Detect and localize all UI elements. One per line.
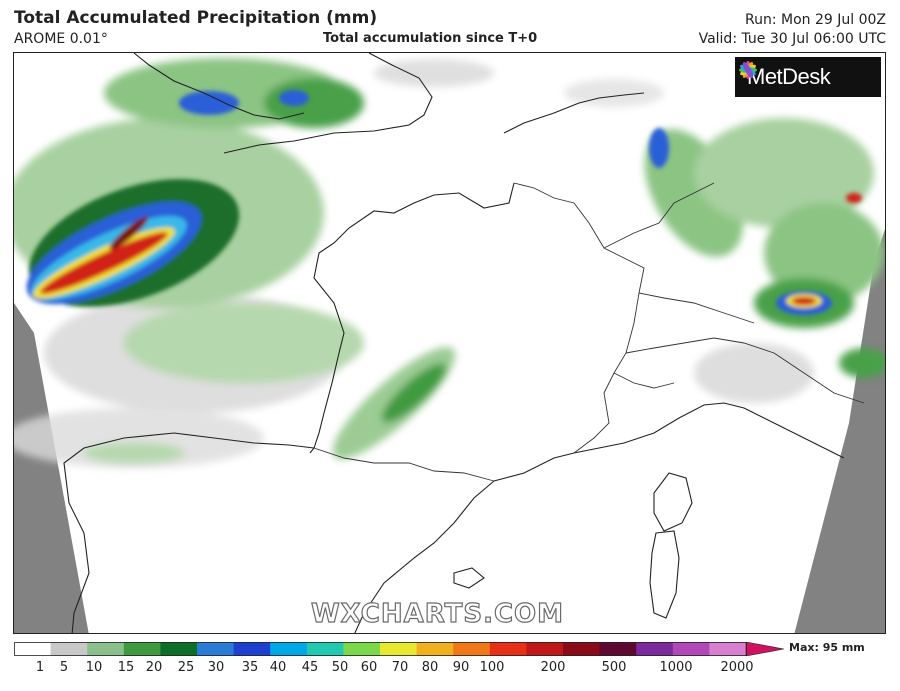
no-data-area-west: [14, 53, 89, 633]
colorbar-cell: [343, 642, 381, 656]
chart-header: Total Accumulated Precipitation (mm) ARO…: [0, 0, 900, 52]
model-label: AROME 0.01°: [14, 31, 108, 47]
colorbar-overflow-arrow: [745, 642, 784, 656]
legend-tick-label: 1000: [659, 660, 693, 675]
colorbar-cell: [453, 642, 491, 656]
valid-time-label: Valid: Tue 30 Jul 06:00 UTC: [698, 31, 886, 47]
legend-tick-label: 25: [177, 660, 195, 675]
colorbar-cell: [563, 642, 601, 656]
legend-tick-label: 40: [269, 660, 287, 675]
metdesk-logo: MetDesk: [735, 57, 881, 97]
max-value-label: Max: 95 mm: [789, 641, 865, 654]
metdesk-flower-icon: [739, 61, 757, 79]
colorbar-cell: [160, 642, 198, 656]
legend-tick-label: 80: [421, 660, 439, 675]
legend-tick-label: 45: [301, 660, 319, 675]
legend-tick-label: 60: [360, 660, 378, 675]
legend-tick-label: 30: [207, 660, 225, 675]
precip-heavy: [26, 90, 862, 315]
colorbar-cell: [270, 642, 308, 656]
colorbar-cell: [636, 642, 674, 656]
legend-tick-label: 200: [540, 660, 566, 675]
map-title: Total Accumulated Precipitation (mm): [14, 8, 378, 28]
legend-tick-label: 10: [85, 660, 103, 675]
legend-labels: 1 5 10 15 20 25 30 35 40 45 50 60 70 80 90 100 200 500 100…: [14, 660, 774, 678]
colorbar-cell: [197, 642, 235, 656]
colorbar-cell: [672, 642, 710, 656]
wxcharts-watermark: WXCHARTS.COM: [310, 598, 565, 629]
legend-tick-label: 35: [241, 660, 259, 675]
legend-tick-label: 100: [479, 660, 505, 675]
legend-tick-label: 50: [331, 660, 349, 675]
legend-tick-label: 2000: [720, 660, 754, 675]
colorbar-cell: [489, 642, 527, 656]
colorbar-cell: [123, 642, 161, 656]
colorbar-cell: [380, 642, 418, 656]
colorbar-cell: [87, 642, 125, 656]
precipitation-map[interactable]: MetDesk WXCHARTS.COM: [13, 52, 886, 634]
legend-tick-label: 90: [452, 660, 470, 675]
colorbar-cell: [306, 642, 344, 656]
run-time-label: Run: Mon 29 Jul 00Z: [745, 12, 886, 28]
coastlines: [63, 53, 845, 633]
colorbar-cell: [526, 642, 564, 656]
colorbar-cell: [416, 642, 454, 656]
colorbar-cell: [50, 642, 88, 656]
country-borders: [313, 182, 865, 482]
legend-tick-label: 70: [391, 660, 409, 675]
colorbar-cell: [599, 642, 637, 656]
map-canvas: [14, 53, 885, 633]
legend-tick-label: 15: [117, 660, 135, 675]
colorbar-cell: [233, 642, 271, 656]
colorbar-cell: [14, 642, 52, 656]
legend-tick-label: 1: [35, 660, 45, 675]
legend-tick-label: 20: [145, 660, 163, 675]
legend-tick-label: 5: [59, 660, 69, 675]
logo-text: MetDesk: [747, 64, 831, 89]
legend-colorbar: [14, 642, 784, 656]
colorbar-cell: [709, 642, 747, 656]
no-data-area-east: [794, 229, 885, 633]
legend-tick-label: 500: [601, 660, 627, 675]
accumulation-subtitle: Total accumulation since T+0: [323, 31, 538, 46]
